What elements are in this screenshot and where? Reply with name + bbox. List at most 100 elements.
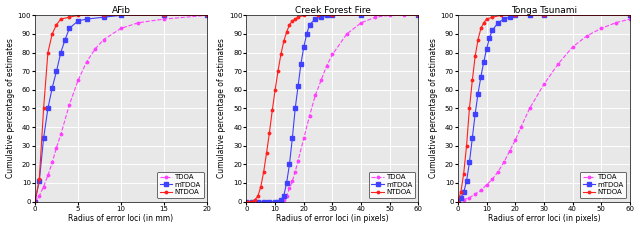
TDOA — [386, 14, 394, 17]
NTDOA — [626, 14, 634, 17]
TDOA — [415, 14, 422, 17]
NTDOA — [480, 21, 488, 24]
TDOA — [460, 198, 468, 201]
Line: TDOA: TDOA — [244, 13, 421, 204]
NTDOA — [243, 200, 250, 203]
mTDOA — [317, 16, 325, 19]
NTDOA — [257, 185, 265, 188]
mTDOA — [526, 14, 534, 17]
mTDOA — [31, 200, 39, 203]
TDOA — [526, 107, 534, 110]
TDOA — [285, 187, 293, 190]
mTDOA — [357, 14, 365, 17]
mTDOA — [626, 14, 634, 17]
mTDOA — [457, 196, 465, 199]
TDOA — [328, 53, 336, 56]
TDOA — [471, 193, 479, 195]
Legend: TDOA, mTDOA, NTDOA: TDOA, mTDOA, NTDOA — [580, 172, 627, 198]
NTDOA — [49, 33, 56, 35]
TDOA — [400, 14, 408, 17]
NTDOA — [31, 200, 39, 203]
TDOA — [306, 114, 314, 117]
TDOA — [511, 139, 519, 142]
TDOA — [65, 103, 73, 106]
NTDOA — [268, 109, 276, 112]
NTDOA — [540, 14, 548, 17]
TDOA — [277, 200, 285, 203]
NTDOA — [40, 107, 47, 110]
NTDOA — [160, 14, 168, 17]
TDOA — [35, 195, 43, 197]
NTDOA — [289, 19, 296, 22]
mTDOA — [61, 38, 69, 41]
TDOA — [44, 174, 52, 177]
mTDOA — [291, 107, 299, 110]
NTDOA — [463, 144, 470, 147]
mTDOA — [74, 19, 82, 22]
mTDOA — [306, 23, 314, 26]
mTDOA — [160, 14, 168, 17]
Line: TDOA: TDOA — [456, 17, 632, 204]
mTDOA — [289, 137, 296, 140]
Legend: TDOA, mTDOA, NTDOA: TDOA, mTDOA, NTDOA — [369, 172, 415, 198]
NTDOA — [280, 40, 287, 43]
Y-axis label: Cumulative percentage of estimates: Cumulative percentage of estimates — [6, 38, 15, 178]
mTDOA — [488, 29, 496, 32]
TDOA — [506, 150, 513, 153]
NTDOA — [285, 23, 293, 26]
Y-axis label: Cumulative percentage of estimates: Cumulative percentage of estimates — [429, 38, 438, 178]
NTDOA — [328, 14, 336, 17]
mTDOA — [52, 70, 60, 73]
TDOA — [517, 126, 525, 128]
Line: NTDOA: NTDOA — [33, 13, 209, 204]
mTDOA — [483, 47, 490, 50]
TDOA — [500, 161, 508, 164]
TDOA — [357, 21, 365, 24]
TDOA — [317, 79, 325, 82]
mTDOA — [294, 85, 302, 87]
mTDOA — [260, 200, 268, 203]
Line: NTDOA: NTDOA — [456, 13, 632, 204]
NTDOA — [65, 16, 73, 19]
TDOA — [477, 189, 484, 192]
TDOA — [280, 198, 287, 201]
mTDOA — [65, 27, 73, 30]
TDOA — [583, 34, 591, 37]
TDOA — [31, 200, 39, 203]
Title: Creek Forest Fire: Creek Forest Fire — [294, 5, 371, 15]
mTDOA — [49, 87, 56, 89]
TDOA — [612, 21, 620, 24]
TDOA — [483, 183, 490, 186]
NTDOA — [488, 16, 496, 19]
mTDOA — [468, 137, 476, 140]
NTDOA — [266, 131, 273, 134]
TDOA — [488, 178, 496, 180]
Line: mTDOA: mTDOA — [456, 13, 632, 203]
X-axis label: Radius of error loci (in pixels): Radius of error loci (in pixels) — [276, 214, 388, 224]
NTDOA — [44, 51, 52, 54]
NTDOA — [100, 14, 108, 17]
NTDOA — [457, 191, 465, 194]
NTDOA — [35, 178, 43, 180]
TDOA — [283, 195, 291, 197]
mTDOA — [40, 137, 47, 140]
TDOA — [494, 170, 502, 173]
TDOA — [57, 133, 65, 136]
NTDOA — [471, 55, 479, 58]
NTDOA — [254, 195, 262, 197]
NTDOA — [57, 18, 65, 20]
mTDOA — [303, 33, 310, 35]
TDOA — [343, 33, 351, 35]
mTDOA — [465, 161, 473, 164]
TDOA — [598, 27, 605, 30]
TDOA — [569, 46, 577, 48]
Line: NTDOA: NTDOA — [244, 13, 421, 204]
TDOA — [323, 64, 331, 67]
NTDOA — [246, 200, 253, 203]
NTDOA — [248, 200, 256, 203]
TDOA — [160, 18, 168, 20]
NTDOA — [74, 14, 82, 17]
NTDOA — [497, 14, 505, 17]
mTDOA — [203, 14, 211, 17]
Line: TDOA: TDOA — [33, 13, 209, 204]
